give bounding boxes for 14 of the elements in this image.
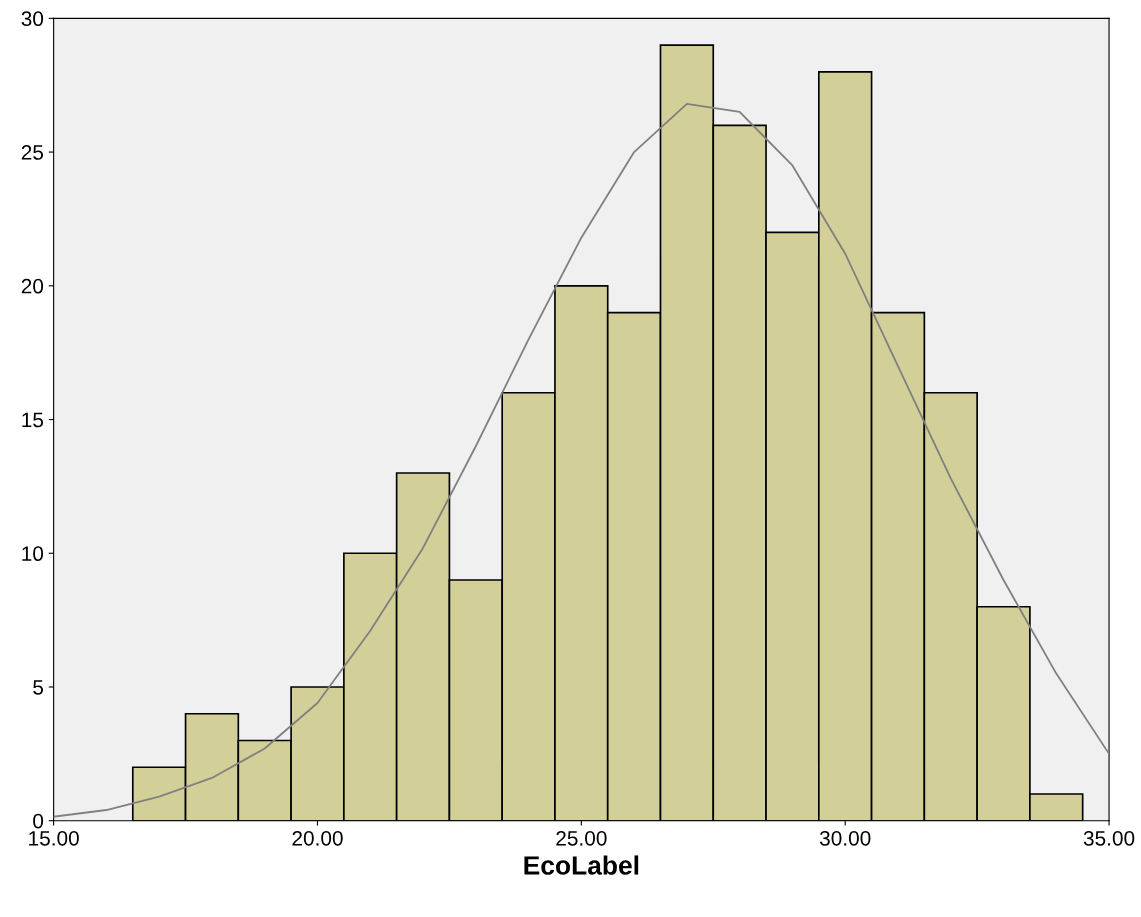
x-tick-label: 20.00 [292,830,343,846]
y-tick-label: 5 [33,680,44,695]
y-tick-label: 10 [22,546,44,562]
y-tick-label: 15 [22,412,44,428]
x-axis-title: EcoLabel [524,855,639,875]
x-tick-label: 15.00 [29,830,79,846]
y-tick-label: 20 [21,278,44,294]
line-series [53,103,1110,818]
y-tick-label: 30 [21,11,44,27]
x-tick-label: 30.00 [819,830,871,846]
x-tick-label: 35.00 [1083,830,1135,846]
y-tick-label: 25 [21,145,44,160]
y-tick-label: 0 [33,813,44,829]
x-tick-label: 25.00 [556,830,607,846]
